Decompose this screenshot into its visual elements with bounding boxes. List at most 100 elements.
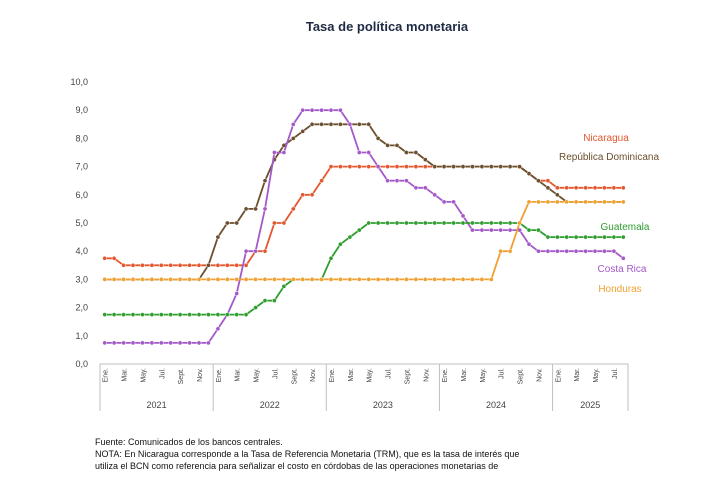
x-month-label: Jul.: [612, 368, 619, 379]
data-point: [517, 164, 522, 169]
data-point: [168, 262, 174, 268]
data-point: [149, 262, 155, 268]
y-tick-label: 5,0: [75, 218, 88, 228]
data-point: [338, 107, 343, 113]
data-point: [290, 206, 296, 212]
x-month-label: Mar.: [122, 368, 129, 382]
x-month-label: Sept.: [404, 368, 411, 384]
series-line: [104, 222, 624, 316]
data-point: [281, 284, 287, 289]
data-point: [281, 277, 287, 282]
data-point: [564, 199, 570, 205]
data-point: [309, 121, 315, 127]
data-point: [206, 312, 211, 317]
data-point: [356, 164, 362, 169]
data-point: [366, 277, 372, 282]
data-point: [196, 340, 202, 346]
x-month-label: May.: [140, 368, 147, 383]
data-point: [187, 312, 192, 317]
data-point: [356, 277, 362, 282]
data-point: [300, 107, 306, 113]
data-point: [272, 277, 277, 282]
data-point: [290, 121, 296, 127]
data-point: [517, 220, 522, 226]
x-month-label: Ene.: [555, 368, 562, 382]
data-point: [224, 277, 230, 282]
data-point: [479, 227, 485, 233]
data-point: [451, 220, 456, 226]
data-point: [121, 262, 126, 268]
data-point: [234, 262, 240, 268]
data-point: [554, 199, 560, 205]
data-point: [130, 340, 136, 346]
x-month-label: Ene.: [329, 368, 336, 382]
data-point: [262, 277, 268, 282]
data-point: [498, 164, 504, 169]
data-point: [451, 277, 456, 282]
data-point: [253, 248, 258, 254]
data-point: [611, 199, 617, 205]
chart-title: Tasa de política monetaria: [306, 19, 469, 34]
data-point: [158, 340, 164, 346]
data-point: [583, 199, 588, 205]
data-point: [168, 277, 174, 282]
data-point: [328, 121, 334, 127]
data-point: [243, 312, 249, 317]
series-labels: Nicaragua República Dominicana Costa Rica G…: [559, 133, 659, 295]
chart-axes: 0,0 1,0 2,0 3,0 4,0 5,0 6,0 7,0 8,0 9,0 10,0 Ene. Ma…: [70, 77, 629, 411]
data-point: [583, 248, 588, 254]
data-point: [215, 234, 221, 240]
data-point: [196, 277, 202, 282]
data-point: [300, 277, 306, 282]
x-month-label: Jul.: [499, 368, 506, 379]
data-point: [488, 277, 494, 282]
data-point: [319, 277, 324, 282]
series-label: Costa Rica: [598, 264, 647, 275]
data-point: [177, 277, 183, 282]
data-point: [394, 143, 400, 148]
data-point: [394, 178, 400, 184]
data-point: [149, 312, 155, 317]
data-point: [111, 255, 117, 261]
data-point: [290, 277, 296, 282]
series-label: Guatemala: [601, 222, 650, 233]
x-month-label: Mar.: [461, 368, 468, 382]
data-point: [536, 199, 541, 205]
data-point: [328, 255, 334, 261]
data-point: [338, 121, 343, 127]
data-point: [573, 185, 579, 191]
y-tick-label: 9,0: [75, 105, 88, 115]
data-point: [281, 220, 287, 226]
data-point: [488, 220, 494, 226]
x-month-label: Sept.: [518, 368, 525, 384]
data-point: [215, 277, 221, 282]
data-point: [328, 107, 334, 113]
data-point: [177, 312, 183, 317]
data-point: [488, 164, 494, 169]
data-point: [394, 277, 400, 282]
data-point: [215, 326, 221, 332]
data-point: [177, 340, 183, 346]
x-month-label: Sept.: [291, 368, 298, 384]
data-point: [290, 136, 296, 141]
data-point: [470, 227, 475, 233]
data-point: [545, 248, 551, 254]
data-point: [234, 220, 240, 226]
data-point: [375, 164, 381, 169]
data-point: [592, 248, 598, 254]
data-point: [309, 277, 315, 282]
data-point: [441, 164, 447, 169]
data-point: [526, 171, 532, 176]
data-point: [422, 185, 428, 191]
data-point: [479, 277, 485, 282]
x-year-label: 2023: [373, 400, 393, 410]
data-point: [234, 277, 240, 282]
data-point: [507, 227, 513, 233]
data-point: [413, 164, 419, 169]
data-point: [583, 185, 588, 191]
data-point: [366, 150, 372, 155]
x-month-label: Jul.: [272, 368, 279, 379]
data-point: [385, 220, 390, 226]
data-point: [479, 164, 485, 169]
x-month-label: Sept.: [178, 368, 185, 384]
